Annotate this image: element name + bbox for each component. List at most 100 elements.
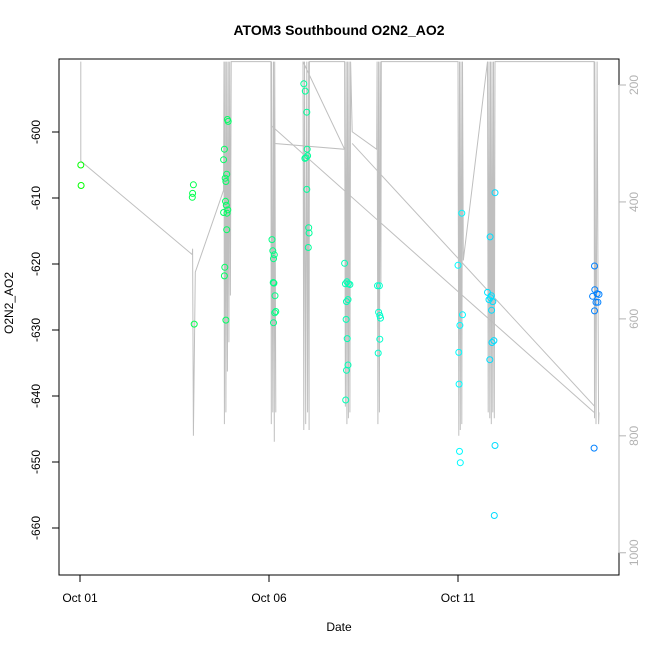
data-point [589, 292, 597, 300]
data-point [374, 349, 382, 357]
data-point [268, 236, 276, 244]
y2-tick-label: 600 [627, 309, 641, 329]
data-points [77, 80, 603, 519]
data-point [458, 209, 466, 217]
data-point [224, 117, 232, 125]
data-point [190, 320, 198, 328]
data-point [271, 309, 279, 317]
chart-title: ATOM3 Southbound O2N2_AO2 [233, 22, 444, 38]
x-tick-label: Oct 06 [251, 591, 287, 605]
x-tick-label: Oct 01 [62, 591, 98, 605]
data-point [270, 251, 278, 259]
data-point [590, 444, 598, 452]
data-point [491, 189, 499, 197]
data-point [455, 380, 463, 388]
data-point [346, 281, 354, 288]
data-point [302, 154, 310, 162]
data-point [271, 292, 279, 300]
data-point [220, 156, 228, 164]
data-point [300, 80, 308, 88]
data-point [344, 296, 352, 304]
y-axis-label: O2N2_AO2 [2, 272, 16, 334]
y2-tick-label: 400 [627, 192, 641, 212]
data-point [343, 335, 351, 343]
data-point [454, 261, 462, 269]
data-point [272, 308, 280, 315]
data-point [303, 145, 311, 153]
data-point [303, 108, 311, 116]
data-point [305, 229, 313, 237]
data-point [591, 286, 599, 294]
data-point [222, 316, 230, 324]
data-point [221, 263, 229, 271]
y-tick-label: -610 [29, 186, 43, 210]
data-point [343, 298, 350, 306]
data-point [270, 279, 278, 287]
y2-tick-label: 200 [627, 75, 641, 95]
data-point [456, 447, 463, 455]
data-point [490, 337, 498, 345]
x-tick-label: Oct 11 [441, 591, 476, 605]
data-point [342, 315, 350, 323]
data-point [591, 307, 598, 315]
data-point [459, 311, 466, 319]
data-point [455, 348, 463, 356]
data-point [487, 294, 494, 302]
data-point [376, 335, 384, 343]
data-point [220, 145, 228, 153]
profile-lines [80, 61, 600, 442]
data-point [341, 280, 349, 288]
data-point [189, 189, 197, 197]
data-point [377, 314, 384, 322]
data-point [456, 321, 464, 329]
data-point [77, 182, 85, 189]
data-point [594, 298, 602, 306]
data-point [595, 290, 603, 298]
y-tick-label: -640 [29, 384, 43, 408]
data-point [304, 244, 312, 251]
data-point [485, 296, 493, 304]
data-point [223, 170, 231, 178]
data-point [269, 279, 277, 286]
y2-tick-label: 800 [627, 425, 641, 445]
data-point [270, 255, 277, 263]
data-point [374, 282, 381, 290]
data-point [486, 233, 494, 241]
x-axis: Oct 01 Oct 06 Oct 11 [62, 574, 476, 605]
x-axis-label: Date [326, 620, 352, 634]
y-tick-label: -660 [29, 516, 43, 540]
data-point [270, 319, 277, 327]
data-point [222, 201, 230, 209]
data-point [490, 512, 498, 519]
data-point [375, 282, 383, 290]
y2-axis: 200 400 600 800 1000 [618, 75, 641, 566]
data-point [221, 174, 229, 182]
data-point [220, 272, 228, 280]
data-point [342, 396, 350, 404]
data-point [220, 209, 228, 216]
data-point [222, 178, 230, 185]
y-tick-label: -650 [29, 450, 43, 474]
profile-line [80, 61, 600, 442]
y-axis: -600 -610 -620 -630 -640 -650 -660 [29, 120, 59, 540]
data-point [301, 154, 309, 162]
data-point [343, 366, 350, 374]
data-point [269, 247, 277, 255]
data-point [341, 259, 349, 267]
data-point [488, 306, 496, 314]
data-point [486, 356, 494, 364]
data-point [491, 442, 499, 449]
y2-tick-label: 1000 [627, 539, 641, 566]
data-point [223, 226, 231, 234]
profile-diagonal-0 [271, 125, 595, 413]
profile-diagonal-1 [351, 143, 596, 407]
data-point [305, 224, 313, 232]
data-point [592, 298, 600, 306]
y-tick-label: -620 [29, 252, 43, 276]
data-point [189, 181, 197, 189]
data-point [489, 298, 497, 306]
data-point [591, 262, 598, 270]
data-point [77, 161, 85, 169]
data-point [222, 197, 229, 205]
